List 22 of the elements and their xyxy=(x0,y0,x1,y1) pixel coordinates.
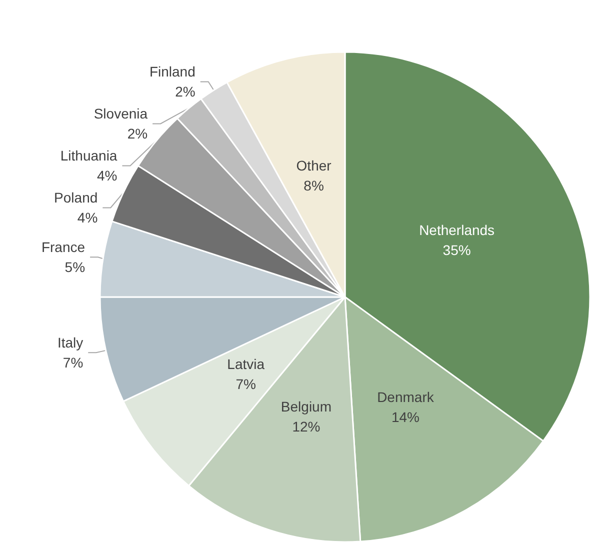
slice-label: Other xyxy=(296,157,332,174)
slice-label: Lithuania xyxy=(60,148,118,164)
slice-label: Denmark xyxy=(377,388,435,405)
slice-label: Poland xyxy=(54,190,98,206)
slice-label: Finland xyxy=(149,64,196,80)
slice-label: France xyxy=(41,239,86,256)
data-label: 2% xyxy=(127,126,148,142)
slice-label: Netherlands xyxy=(419,222,495,238)
data-label: 7% xyxy=(236,376,256,392)
data-label: 14% xyxy=(391,408,420,425)
data-label: 2% xyxy=(175,84,196,100)
data-label: 5% xyxy=(64,259,86,276)
data-label: 4% xyxy=(96,168,118,184)
slice-label: Italy xyxy=(57,334,84,351)
data-label: 35% xyxy=(442,242,471,258)
data-label: 7% xyxy=(62,354,84,371)
data-label: 4% xyxy=(77,210,98,226)
data-label: 12% xyxy=(292,418,320,434)
slice-label: Belgium xyxy=(280,398,332,414)
slice-label: Slovenia xyxy=(94,106,148,122)
data-label: 8% xyxy=(304,177,324,194)
slice-label: Latvia xyxy=(227,356,265,372)
